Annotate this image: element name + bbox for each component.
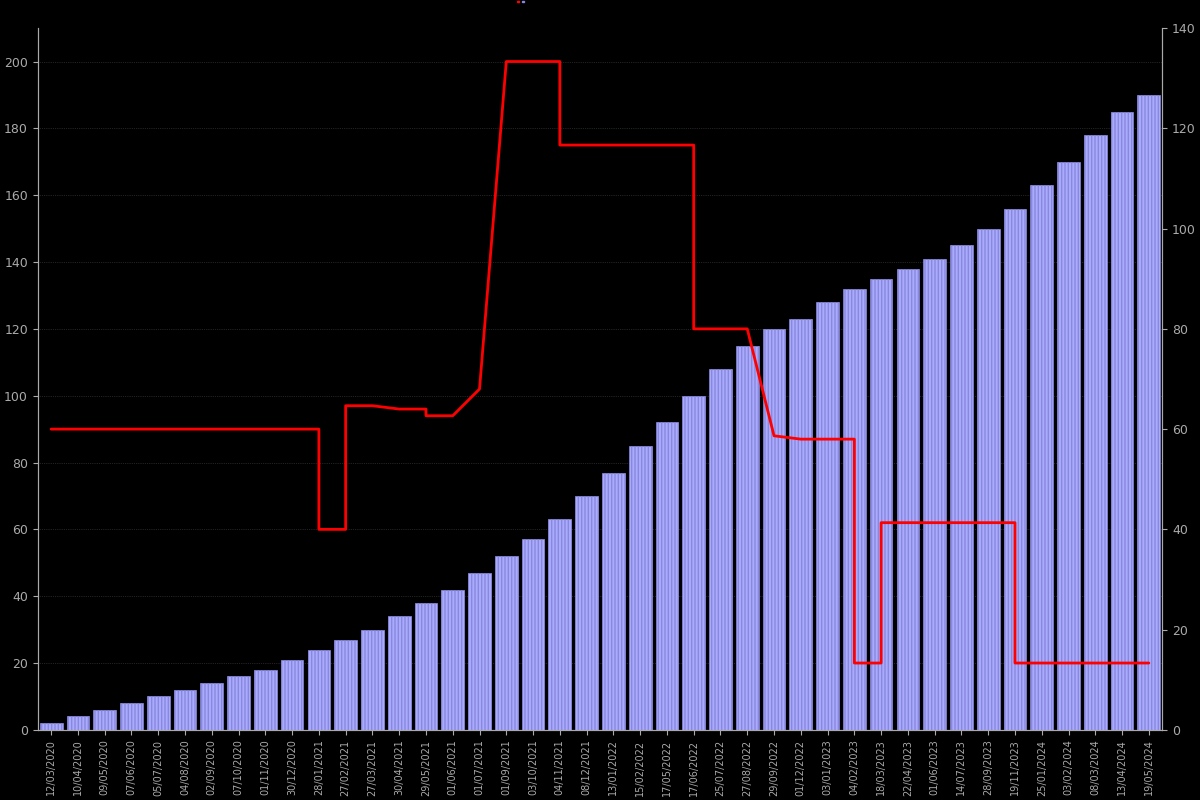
Bar — [1057, 162, 1080, 730]
Bar — [307, 650, 330, 730]
Bar — [629, 446, 652, 730]
Bar — [227, 676, 250, 730]
Bar — [335, 640, 358, 730]
Bar — [120, 703, 143, 730]
Bar — [414, 603, 437, 730]
Bar — [736, 346, 758, 730]
Bar — [494, 556, 517, 730]
Bar — [763, 329, 786, 730]
Bar — [602, 473, 625, 730]
Bar — [94, 710, 116, 730]
Bar — [1031, 185, 1054, 730]
Bar — [896, 269, 919, 730]
Bar — [200, 683, 223, 730]
Bar — [870, 278, 893, 730]
Legend: , : , — [517, 1, 526, 2]
Bar — [575, 496, 598, 730]
Bar — [790, 319, 812, 730]
Bar — [1003, 209, 1026, 730]
Bar — [522, 539, 545, 730]
Bar — [66, 717, 89, 730]
Bar — [388, 616, 410, 730]
Bar — [146, 697, 169, 730]
Bar — [548, 519, 571, 730]
Bar — [683, 396, 706, 730]
Bar — [468, 573, 491, 730]
Bar — [655, 422, 678, 730]
Bar — [842, 289, 865, 730]
Bar — [254, 670, 277, 730]
Bar — [1111, 112, 1134, 730]
Bar — [709, 369, 732, 730]
Bar — [442, 590, 464, 730]
Bar — [977, 229, 1000, 730]
Bar — [923, 258, 946, 730]
Bar — [950, 246, 973, 730]
Bar — [1084, 135, 1106, 730]
Bar — [174, 690, 197, 730]
Bar — [361, 630, 384, 730]
Bar — [281, 660, 304, 730]
Bar — [40, 723, 62, 730]
Bar — [1138, 95, 1160, 730]
Bar — [816, 302, 839, 730]
